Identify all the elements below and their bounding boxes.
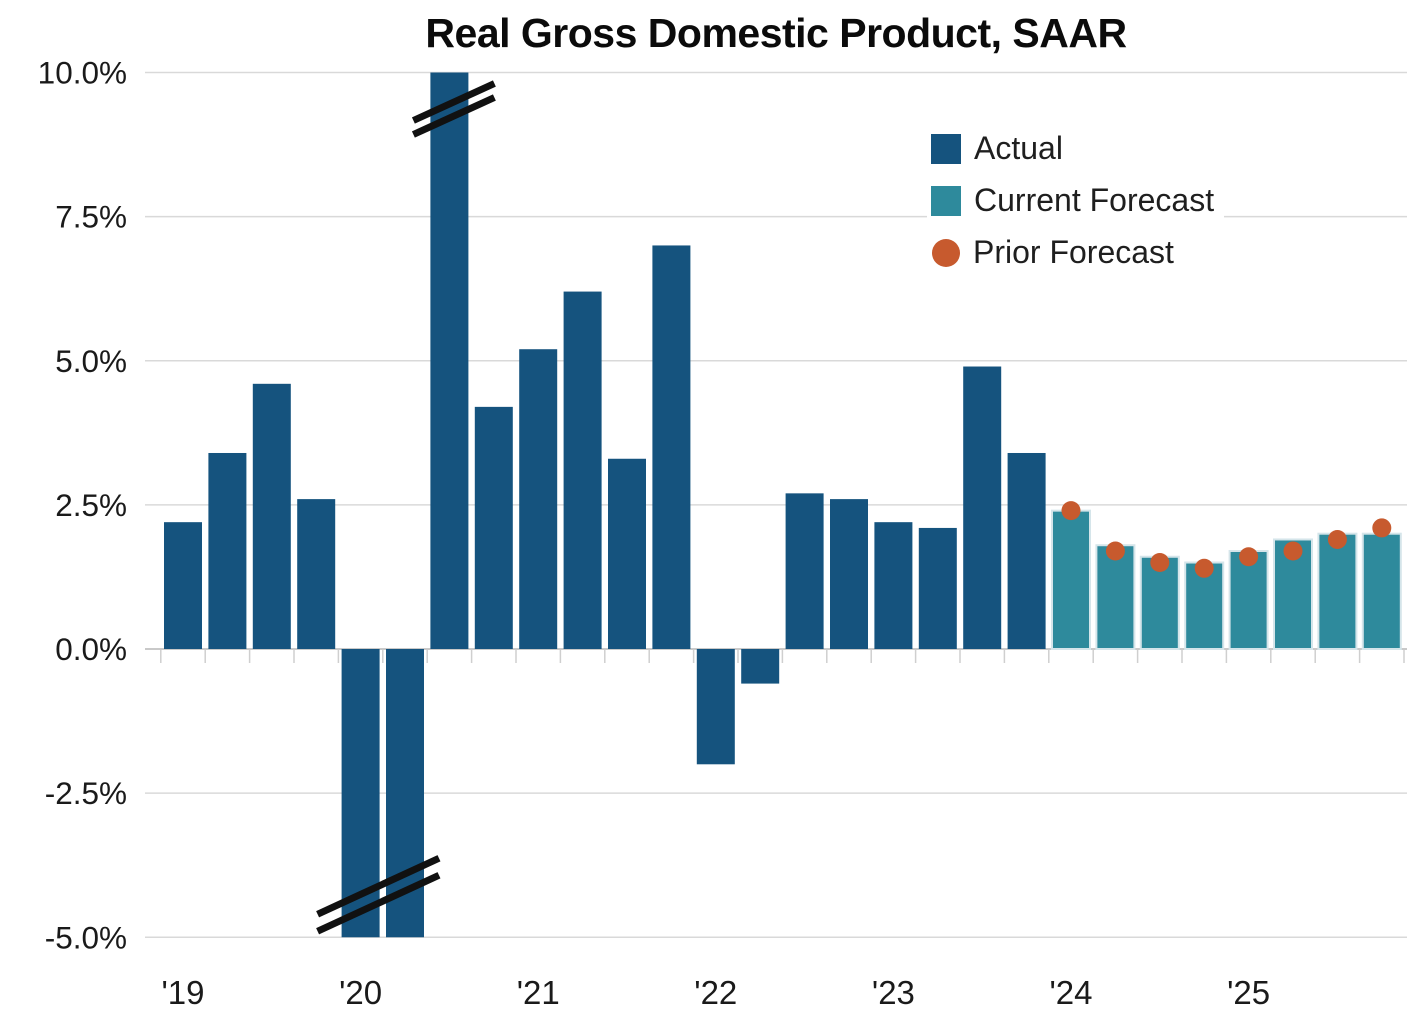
x-axis-label-23: '23 <box>872 974 915 1011</box>
bar-2019-q4 <box>297 499 336 649</box>
bar-2023-q1 <box>874 522 913 649</box>
legend-label-prior-forecast: Prior Forecast <box>973 234 1174 270</box>
bar-2021-q1 <box>519 349 558 649</box>
chart-title: Real Gross Domestic Product, SAAR <box>425 10 1127 56</box>
prior-forecast-dot-2024-q3 <box>1150 553 1170 573</box>
bar-2025-q1 <box>1228 549 1269 650</box>
legend: Actual Current Forecast Prior Forecast <box>927 130 1225 270</box>
actual-swatch-icon <box>931 133 961 164</box>
y-axis-label-0.0%: 0.0% <box>55 631 127 667</box>
x-axis-label-20: '20 <box>339 974 382 1011</box>
legend-label-actual: Actual <box>974 130 1063 166</box>
bar-2021-q4 <box>652 245 691 649</box>
bar-2023-q3 <box>963 366 1002 649</box>
bar-2019-q2 <box>208 452 247 649</box>
axis-break-mark <box>411 94 496 138</box>
bar-2020-q3 <box>430 72 469 649</box>
bar-2022-q3 <box>785 493 824 649</box>
x-axis-label-24: '24 <box>1049 974 1092 1011</box>
legend-item-prior-forecast: Prior Forecast <box>931 234 1214 270</box>
bar-2025-q3 <box>1317 532 1358 651</box>
bar-2024-q1 <box>1051 509 1091 651</box>
bar-2019-q1 <box>164 522 202 649</box>
x-axis-label-19: '19 <box>161 974 204 1011</box>
y-axis-label--5.0%: -5.0% <box>45 919 127 955</box>
y-axis-label-2.5%: 2.5% <box>55 487 127 523</box>
prior-forecast-dot-2024-q1 <box>1061 501 1081 521</box>
axis-break-mark <box>316 872 441 935</box>
bar-2020-q4 <box>474 406 513 649</box>
current-forecast-swatch-icon <box>931 185 961 216</box>
prior-forecast-dot-2025-q1 <box>1239 547 1259 567</box>
axis-break-mark <box>316 855 441 918</box>
y-axis-label-5.0%: 5.0% <box>55 343 127 379</box>
prior-forecast-dot-2024-q4 <box>1194 558 1214 578</box>
bar-2021-q2 <box>563 291 602 649</box>
prior-forecast-dot-2025-q2 <box>1283 541 1303 561</box>
y-axis-label-7.5%: 7.5% <box>55 199 127 235</box>
bar-2022-q2 <box>741 649 780 684</box>
legend-label-current-forecast: Current Forecast <box>974 182 1215 218</box>
x-axis-label-25: '25 <box>1227 974 1270 1011</box>
axis-break-mark <box>411 80 496 124</box>
legend-item-current-forecast: Current Forecast <box>931 182 1215 218</box>
prior-forecast-dot-icon <box>932 238 960 267</box>
legend-item-actual: Actual <box>931 130 1214 166</box>
bar-2025-q4 <box>1361 532 1402 651</box>
bar-2021-q3 <box>608 458 646 649</box>
bar-2019-q3 <box>252 383 291 649</box>
x-axis-label-22: '22 <box>694 974 737 1011</box>
prior-forecast-dot-2024-q2 <box>1105 541 1125 561</box>
prior-forecast-dot-2025-q3 <box>1327 529 1347 549</box>
bar-2023-q4 <box>1007 452 1046 649</box>
bar-2023-q2 <box>918 527 957 649</box>
bar-2022-q1 <box>696 649 735 765</box>
y-axis-label-10.0%: 10.0% <box>38 55 127 91</box>
y-axis-label--2.5%: -2.5% <box>45 775 127 811</box>
bar-2024-q2 <box>1095 544 1136 650</box>
bar-2022-q4 <box>830 499 868 649</box>
bar-2025-q2 <box>1273 538 1313 651</box>
prior-forecast-dot-2025-q4 <box>1372 518 1392 538</box>
x-axis-label-21: '21 <box>517 974 560 1011</box>
